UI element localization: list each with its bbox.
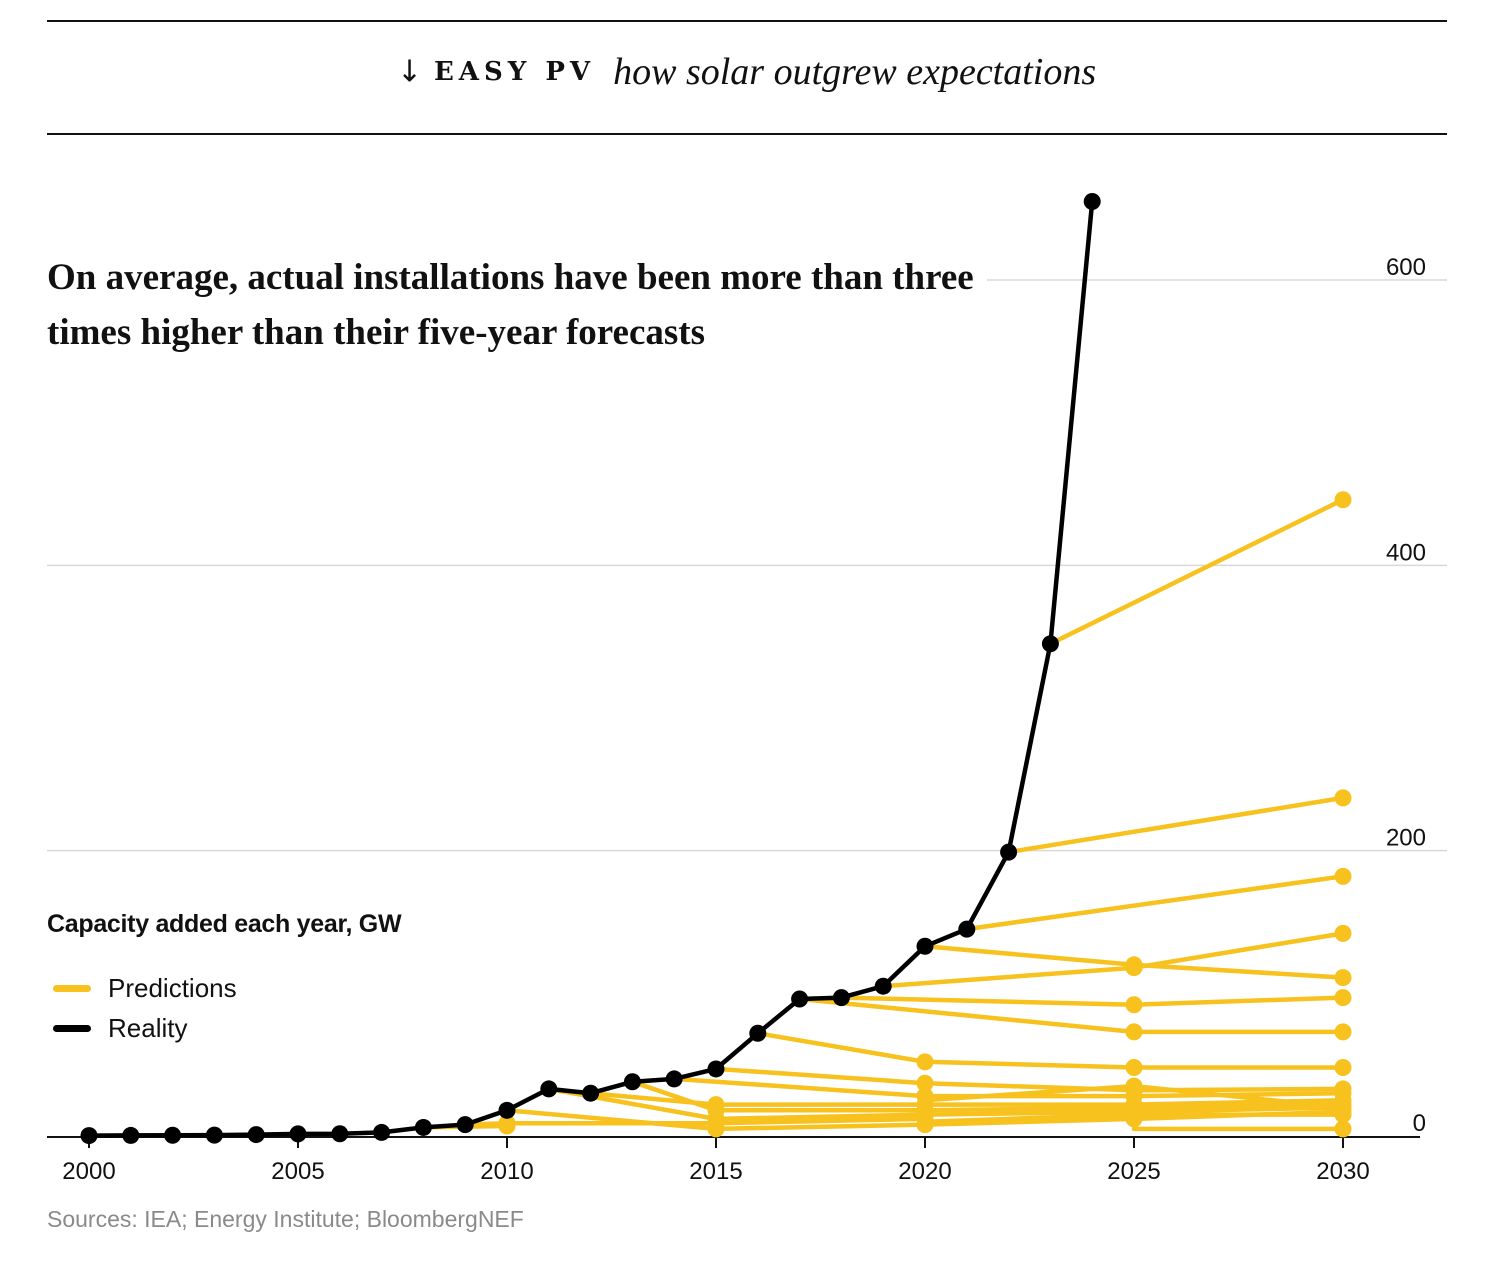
forecast-line: [964, 874, 1346, 932]
forecast-15: [1048, 491, 1352, 647]
y-tick-label-600: 600: [1386, 254, 1426, 281]
forecast-point: [498, 1114, 516, 1132]
reality-point: [832, 989, 850, 1007]
gridlines: [47, 279, 1447, 852]
forecast-9: [797, 996, 1352, 1041]
forecast-point: [1334, 924, 1352, 942]
reality-point: [582, 1084, 600, 1102]
forecast-point: [1334, 1059, 1352, 1077]
legend-item-predictions: Predictions: [53, 968, 237, 1008]
y-axis-labels: 0 200 400 600: [1386, 254, 1426, 1137]
x-tick-label-2030: 2030: [1316, 1158, 1369, 1185]
forecast-point: [1125, 1077, 1143, 1095]
forecast-point: [1125, 996, 1143, 1014]
reality-point: [623, 1073, 641, 1091]
reality-point: [874, 977, 892, 995]
x-axis: 2000 2005 2010 2015 2020 2025 2030: [47, 1136, 1420, 1185]
header-bottom-rule: [47, 133, 1447, 135]
reality-point: [749, 1024, 767, 1042]
forecast-line: [462, 1116, 928, 1127]
reality-point: [247, 1126, 265, 1144]
forecast-8: [755, 1031, 1352, 1077]
reality-point: [331, 1125, 349, 1143]
header-tagline: how solar outgrew expectations: [613, 51, 1097, 93]
forecast-point: [1125, 956, 1143, 974]
reality-layer: [80, 193, 1101, 1145]
forecast-point: [1334, 989, 1352, 1007]
reality-point: [958, 920, 976, 938]
top-rule: [47, 20, 1447, 22]
reality-point: [1083, 193, 1101, 211]
reality-point: [456, 1116, 474, 1134]
forecast-point: [1334, 1098, 1352, 1116]
predictions-layer: [421, 491, 1352, 1138]
forecast-point: [1334, 789, 1352, 807]
forecast-point: [1334, 1023, 1352, 1041]
forecast-point: [1334, 491, 1352, 509]
legend: Predictions Reality: [53, 968, 237, 1048]
x-tick-label-2015: 2015: [689, 1158, 742, 1185]
header: ↓ EASY PV how solar outgrew expectations: [0, 50, 1493, 110]
legend-label-predictions: Predictions: [108, 972, 237, 1003]
forecast-point: [916, 1074, 934, 1092]
forecast-line: [713, 1066, 1346, 1093]
y-axis-title: Capacity added each year, GW: [47, 910, 402, 938]
y-tick-label-400: 400: [1386, 539, 1426, 566]
reality-point: [289, 1125, 307, 1143]
reality-point: [80, 1127, 98, 1145]
forecast-14: [1006, 789, 1352, 855]
reality-point: [665, 1070, 683, 1088]
header-kicker: EASY PV: [433, 57, 596, 87]
x-tick-label-2020: 2020: [898, 1158, 951, 1185]
source-note: Sources: IEA; Energy Institute; Bloomber…: [47, 1206, 524, 1232]
forecast-point: [916, 1101, 934, 1119]
forecast-line: [1048, 497, 1346, 647]
y-tick-label-0: 0: [1413, 1110, 1426, 1137]
legend-swatch-predictions: [53, 984, 91, 992]
forecast-line: [839, 995, 1346, 1007]
reality-point: [414, 1118, 432, 1136]
x-tick-label-2025: 2025: [1107, 1158, 1160, 1185]
forecast-point: [1125, 1059, 1143, 1077]
chart-headline: On average, actual installations have be…: [47, 257, 974, 353]
forecast-line: [880, 931, 1346, 989]
reality-point: [498, 1101, 516, 1119]
forecast-13: [964, 867, 1352, 932]
x-tick-label-2005: 2005: [271, 1158, 324, 1185]
forecast-point: [1334, 1120, 1352, 1138]
legend-item-reality: Reality: [53, 1008, 237, 1048]
forecast-point: [1334, 969, 1352, 987]
forecast-point: [707, 1101, 725, 1119]
legend-label-reality: Reality: [108, 1012, 188, 1043]
forecast-point: [1125, 1023, 1143, 1041]
down-arrow-icon: ↓: [396, 54, 422, 90]
x-tick-label-2010: 2010: [480, 1158, 533, 1185]
y-tick-label-200: 200: [1386, 825, 1426, 852]
forecast-point: [1125, 1106, 1143, 1124]
reality-point: [205, 1126, 223, 1144]
forecast-19: [1131, 1120, 1352, 1138]
forecast-point: [916, 1053, 934, 1071]
reality-point: [1000, 843, 1018, 861]
reality-point: [164, 1126, 182, 1144]
forecast-line: [1006, 795, 1346, 855]
legend-swatch-reality: [53, 1024, 91, 1032]
reality-point: [1041, 635, 1059, 653]
reality-point: [916, 937, 934, 955]
reality-point: [791, 990, 809, 1008]
forecast-line: [755, 1031, 1346, 1070]
reality-point: [540, 1080, 558, 1098]
forecast-12: [922, 944, 1352, 987]
reality-point: [373, 1123, 391, 1141]
forecast-point: [1334, 1080, 1352, 1098]
x-tick-label-2000: 2000: [62, 1158, 115, 1185]
reality-point: [707, 1060, 725, 1078]
reality-point: [122, 1126, 140, 1144]
forecast-18: [922, 1077, 1352, 1116]
forecast-10: [839, 989, 1352, 1014]
forecast-point: [1334, 867, 1352, 885]
